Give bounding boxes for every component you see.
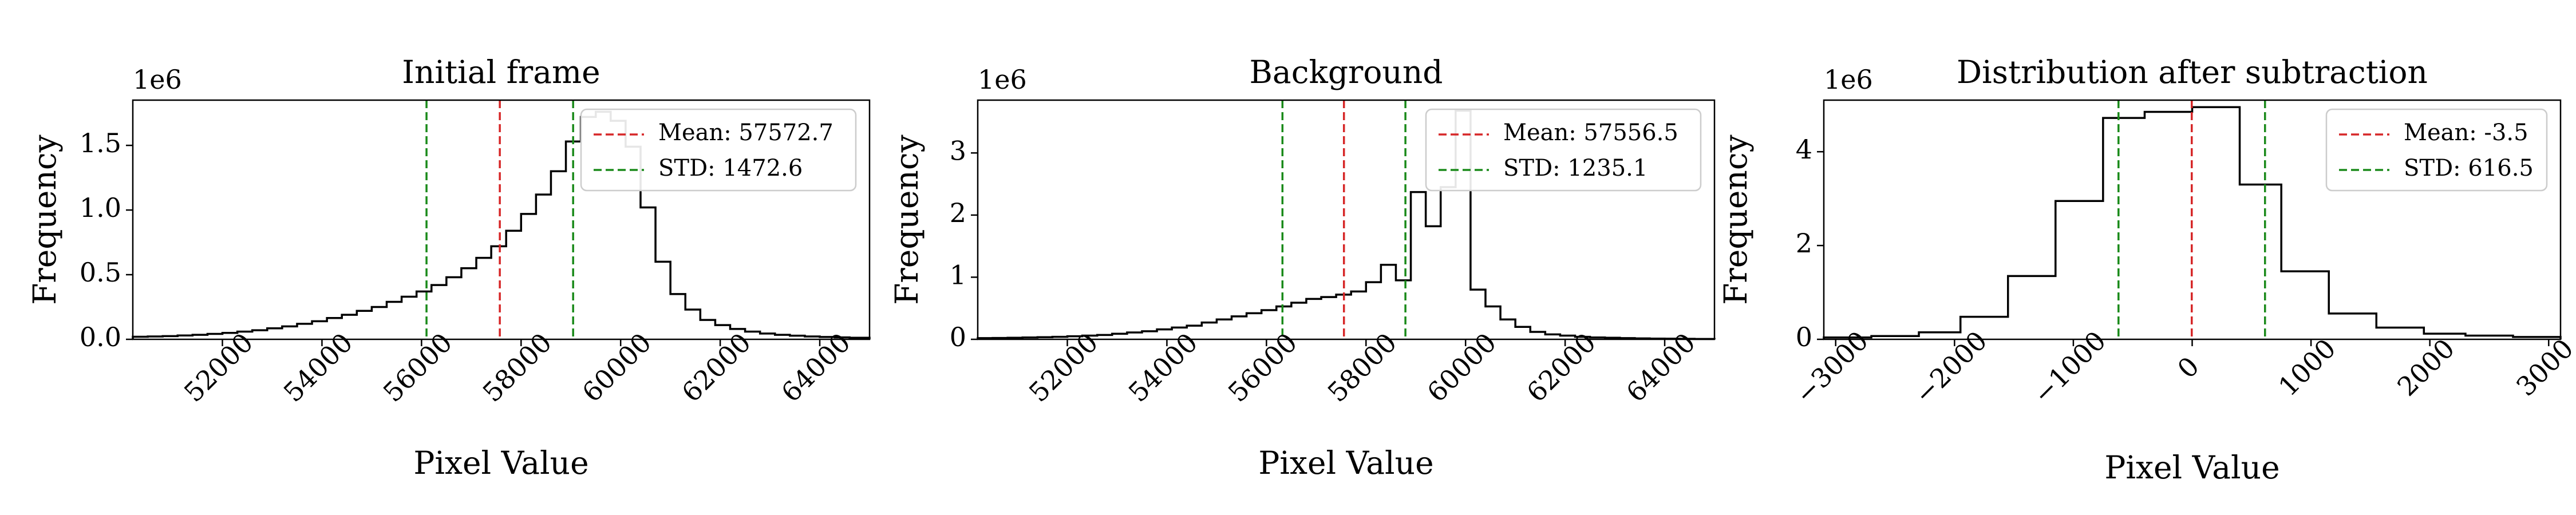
y-tick-label: 0 [950,322,966,352]
y-tick-label: 1.0 [80,192,121,223]
legend-box [1425,108,1702,192]
y-axis-label: Frequency [1717,134,1754,304]
legend-entry: Mean: 57572.7 [658,120,833,146]
y-tick-label: 2 [1796,228,1812,259]
axes-frame [977,99,1716,340]
histogram-steps [1823,106,2562,339]
x-axis-label: Pixel Value [1258,445,1433,481]
legend: Mean: -3.5 STD: 616.5 [2325,108,2548,192]
y-tick-label: 0 [1796,322,1812,352]
histogram-steps [132,110,871,339]
x-tick-label: 1000 [2273,333,2342,402]
y-tick-label: 4 [1796,134,1812,165]
legend-entry: STD: 1472.6 [658,155,803,181]
x-tick-label: −1000 [2027,325,2112,410]
chart-title: Background [1249,54,1443,90]
x-tick-label: −2000 [1908,325,1993,410]
x-axis-label: Pixel Value [2104,449,2279,486]
y-multiplier: 1e6 [1824,64,1873,95]
y-axis-label: Frequency [26,134,63,304]
y-multiplier: 1e6 [133,64,182,95]
y-axis-label: Frequency [888,134,925,304]
y-tick-label: 3 [950,135,966,166]
panel-2: 52000 54000 56000 58000 60000 62000 6400001231… [888,54,1716,481]
y-tick-label: 0.5 [80,257,121,288]
panel-1: 52000 54000 56000 58000 60000 62000 640000.00.… [26,54,871,481]
x-tick-label: 2000 [2391,333,2460,402]
legend-entry: Mean: -3.5 [2404,120,2528,146]
legend-entry: Mean: 57556.5 [1503,120,1678,146]
y-tick-label: 1 [950,259,966,290]
y-tick-label: 2 [950,197,966,228]
x-tick-label: 3000 [2510,333,2576,402]
x-axis-label: Pixel Value [413,445,588,481]
chart-title: Distribution after subtraction [1957,54,2428,90]
x-tick-label: 0 [2171,351,2205,385]
legend: Mean: 57556.5 STD: 1235.1 [1425,108,1702,192]
legend: Mean: 57572.7 STD: 1472.6 [580,108,857,192]
y-multiplier: 1e6 [978,64,1027,95]
chart-title: Initial frame [402,54,600,90]
legend-entry: STD: 616.5 [2404,155,2534,181]
axes-frame [132,99,871,340]
y-tick-label: 0.0 [80,322,121,352]
y-tick-label: 1.5 [80,128,121,159]
legend-box [580,108,857,192]
legend-entry: STD: 1235.1 [1503,155,1647,181]
